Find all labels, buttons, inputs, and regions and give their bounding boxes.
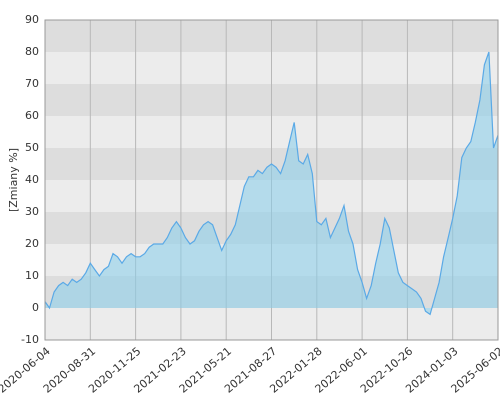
line [44, 51, 499, 316]
y-axis-label: [Zmiany %] [7, 148, 20, 212]
area-fill [45, 52, 498, 315]
y-tick-label: 90 [25, 13, 39, 26]
y-tick-label: 0 [32, 301, 39, 314]
y-tick-label: 70 [25, 77, 39, 90]
y-tick-label: 80 [25, 45, 39, 58]
y-tick-label: 60 [25, 109, 39, 122]
y-tick-label: -10 [21, 333, 39, 346]
y-tick-label: 50 [25, 141, 39, 154]
plot-frame [44, 19, 499, 341]
y-tick-label: 20 [25, 237, 39, 250]
y-tick-label: 10 [25, 269, 39, 282]
y-tick-label: 30 [25, 205, 39, 218]
y-tick-label: 40 [25, 173, 39, 186]
